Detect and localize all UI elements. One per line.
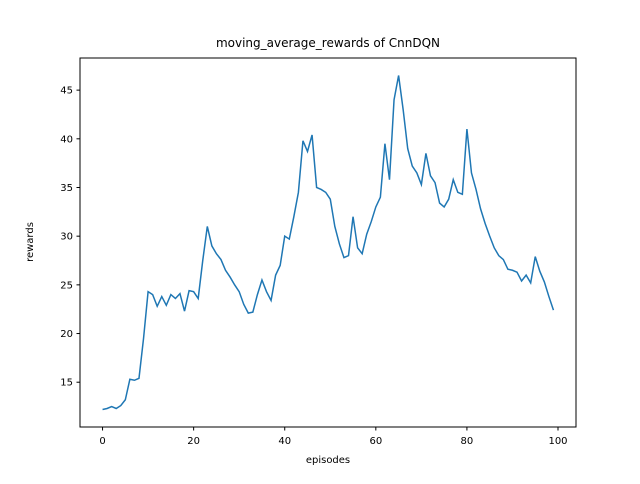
y-tick-label: 25 [60,280,73,291]
x-tick-label: 60 [369,436,382,447]
axes-border [79,57,577,428]
y-tick-label: 20 [60,329,73,340]
y-tick-label: 35 [60,183,73,194]
y-tick-label: 30 [60,232,73,243]
rewards-series-line [102,75,555,411]
x-tick-label: 20 [187,436,200,447]
x-tick-label: 80 [461,436,474,447]
y-tick-label: 45 [60,86,73,97]
axis-ticks: 0 20 40 60 80 100 15 20 25 30 35 40 45 [60,86,567,447]
x-tick-label: 0 [99,436,105,447]
x-axis-label: episodes [306,455,350,466]
plot-area [80,58,576,427]
y-tick-label: 15 [60,378,73,389]
x-tick-label: 100 [548,436,567,447]
chart-title: moving_average_rewards of CnnDQN [216,36,440,50]
y-tick-label: 40 [60,134,73,145]
x-tick-label: 40 [278,436,291,447]
y-axis-label: rewards [25,222,36,262]
